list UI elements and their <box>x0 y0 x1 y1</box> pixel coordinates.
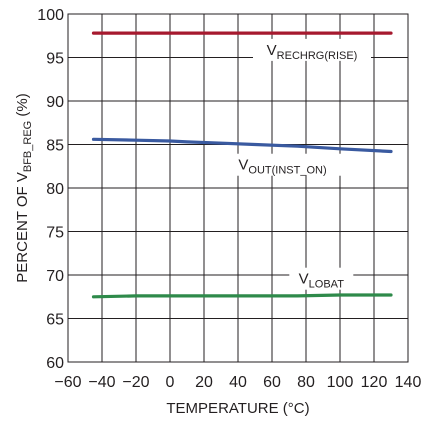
x-tick-label: 40 <box>229 374 247 391</box>
x-tick-label: −20 <box>122 374 149 391</box>
y-tick-label: 90 <box>46 94 64 111</box>
y-tick-label: 85 <box>46 138 64 155</box>
series-lines <box>91 31 393 299</box>
series-label-main: V <box>267 42 277 59</box>
y-tick-labels: 60 65 70 75 80 85 90 95 100 <box>37 7 64 372</box>
series-label-0: VRECHRG(RISE) <box>267 42 358 62</box>
series-labels: VRECHRG(RISE)VOUT(INST_ON)VLOBAT <box>223 38 371 291</box>
x-tick-label: 60 <box>263 374 281 391</box>
y-tick-label: 80 <box>46 181 64 198</box>
x-tick-label: 20 <box>195 374 213 391</box>
y-axis-title: PERCENT OF VBFB_REG (%) <box>14 93 34 282</box>
series-label-2: VLOBAT <box>299 271 345 291</box>
y-tick-label: 65 <box>46 312 64 329</box>
y-axis-title-subscript: BFB_REG <box>22 121 34 172</box>
series-label-subscript: OUT(INST_ON) <box>248 165 326 177</box>
series-label-main: V <box>299 271 309 288</box>
x-tick-label: −40 <box>88 374 115 391</box>
series-label-subscript: RECHRG(RISE) <box>277 50 358 62</box>
series-label-main: V <box>238 157 248 174</box>
plot-frame <box>67 13 409 363</box>
y-tick-label: 60 <box>46 355 64 372</box>
series-label-1: VOUT(INST_ON) <box>238 157 326 177</box>
y-tick-label: 95 <box>46 51 64 68</box>
x-tick-label: −60 <box>54 374 81 391</box>
x-tick-label: 120 <box>361 374 388 391</box>
x-tick-labels: −60 −40 −20 0 20 40 60 80 100 120 140 <box>54 374 421 391</box>
series-label-subscript: LOBAT <box>309 279 345 291</box>
series-label-background <box>289 267 354 290</box>
x-tick-label: 80 <box>297 374 315 391</box>
series-line-2 <box>91 293 393 299</box>
series-label-background <box>253 38 371 61</box>
y-tick-label: 100 <box>37 7 64 24</box>
x-tick-label: 140 <box>395 374 422 391</box>
grid <box>68 14 408 362</box>
y-axis-title-main: PERCENT OF V <box>14 172 31 283</box>
x-tick-label: 0 <box>166 374 175 391</box>
y-tick-label: 70 <box>46 268 64 285</box>
y-tick-label: 75 <box>46 225 64 242</box>
series-line-1 <box>91 137 393 154</box>
y-axis-title-unit: (%) <box>14 93 31 121</box>
x-axis-title: TEMPERATURE (°C) <box>166 400 309 417</box>
x-tick-label: 100 <box>327 374 354 391</box>
series-label-background <box>223 153 342 176</box>
